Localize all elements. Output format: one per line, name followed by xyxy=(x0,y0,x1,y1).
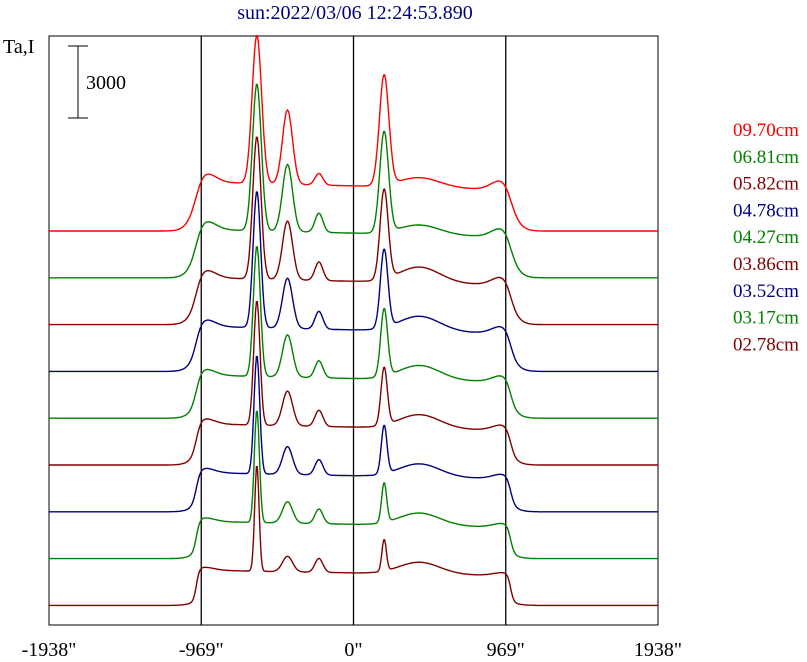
legend-entry: 03.17cm xyxy=(733,308,799,329)
legend-entry: 06.81cm xyxy=(733,147,799,168)
legend-entry: 04.27cm xyxy=(733,227,799,248)
series-line-04.78cm xyxy=(49,191,658,373)
legend-entry: 03.86cm xyxy=(733,254,799,275)
x-tick-label: 1938" xyxy=(634,639,682,661)
chart-title: sun:2022/03/06 12:24:53.890 xyxy=(237,2,473,24)
series-line-04.27cm xyxy=(49,246,658,419)
x-tick-label: 0" xyxy=(344,639,362,661)
legend: 09.70cm 06.81cm 05.82cm 04.78cm 04.27cm 03.86… xyxy=(733,120,799,355)
x-tick-labels: -1938" -969" 0" 969" 1938" xyxy=(22,639,683,661)
legend-entry: 03.52cm xyxy=(733,281,799,302)
x-tick-label: 969" xyxy=(487,639,525,661)
series-line-03.52cm xyxy=(49,355,658,513)
y-axis-label: Ta,I xyxy=(3,36,34,58)
scale-bar-label: 3000 xyxy=(86,72,126,94)
series-line-05.82cm xyxy=(49,136,658,326)
series-line-06.81cm xyxy=(49,83,658,279)
x-tick-label: -969" xyxy=(179,639,224,661)
series-line-09.70cm xyxy=(49,35,658,232)
scale-bar: 3000 xyxy=(68,45,126,119)
series-line-03.86cm xyxy=(49,301,658,466)
x-tick-label: -1938" xyxy=(22,639,77,661)
legend-entry: 02.78cm xyxy=(733,334,799,355)
legend-entry: 04.78cm xyxy=(733,200,799,221)
series-lines xyxy=(49,35,658,607)
series-line-03.17cm xyxy=(49,410,658,560)
series-line-02.78cm xyxy=(49,466,658,607)
legend-entry: 09.70cm xyxy=(733,120,799,141)
legend-entry: 05.82cm xyxy=(733,174,799,195)
